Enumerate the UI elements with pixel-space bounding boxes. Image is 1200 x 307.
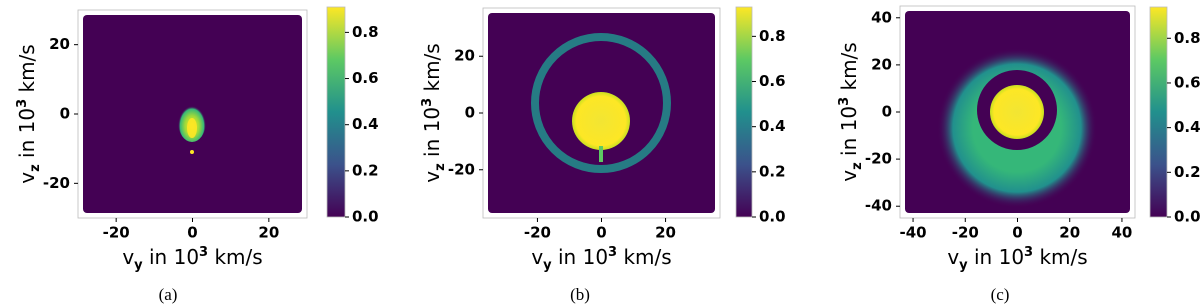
caption: (a) [159, 285, 178, 304]
colorbar-tick-label: 0.0 [352, 208, 379, 226]
colorbar-tick-label: 0.4 [352, 115, 379, 133]
x-tick-label: 20 [1059, 224, 1080, 242]
disk [572, 92, 630, 150]
colorbar-tick-label: 0.2 [1174, 163, 1200, 181]
blob-core [187, 118, 197, 138]
y-tick-label: 0 [882, 103, 892, 121]
label-unit: km/s [1033, 245, 1088, 269]
label-base: v [15, 172, 39, 184]
label-text: in 10 [143, 245, 199, 269]
label-base: v [837, 170, 861, 182]
colorbar-tick-label: 0.8 [759, 27, 786, 45]
label-sup: 3 [837, 97, 852, 106]
colorbar-tick-label: 0.4 [759, 117, 786, 135]
colorbar-tick-label: 0.8 [1174, 29, 1200, 47]
label-unit: km/s [420, 43, 444, 98]
axis-label: vz in 103 km/s [420, 43, 448, 182]
label-sup: 3 [199, 245, 208, 260]
colorbar-tick-label: 0.2 [352, 161, 379, 179]
axis-label: vz in 103 km/s [837, 42, 865, 181]
axis-label: vz in 103 km/s [15, 44, 43, 183]
colorbar-tick-label: 0.4 [1174, 118, 1200, 136]
colorbar [735, 6, 753, 218]
y-tick-label: -20 [865, 150, 892, 168]
label-unit: km/s [837, 42, 861, 97]
colorbar-tick-label: 0.2 [759, 162, 786, 180]
colorbar-tick-label: 0.0 [1174, 208, 1200, 226]
label-base: v [122, 245, 134, 269]
caption: (c) [991, 285, 1010, 304]
y-tick-label: 0 [465, 104, 475, 122]
label-sup: 3 [420, 98, 435, 107]
label-sup: 3 [15, 99, 30, 108]
label-text: in 10 [837, 106, 861, 162]
label-sup: 3 [608, 245, 617, 260]
label-text: in 10 [968, 245, 1024, 269]
x-tick-label: 0 [187, 224, 197, 242]
x-tick-label: -20 [524, 224, 551, 242]
label-unit: km/s [208, 245, 263, 269]
colorbar [1149, 6, 1168, 218]
stem [599, 146, 603, 162]
x-tick-label: 20 [258, 224, 279, 242]
label-text: in 10 [15, 108, 39, 164]
y-tick-label: -40 [865, 197, 892, 215]
label-text: in 10 [552, 245, 608, 269]
label-unit: km/s [617, 245, 672, 269]
x-tick-label: 0 [1012, 224, 1022, 242]
label-sub: z [850, 162, 865, 170]
y-tick-label: 20 [49, 35, 70, 53]
label-sub: y [959, 258, 968, 273]
label-sub: y [134, 258, 143, 273]
label-unit: km/s [15, 44, 39, 99]
disk [990, 85, 1044, 139]
label-base: v [947, 245, 959, 269]
axis-label: vy in 103 km/s [947, 245, 1087, 273]
x-tick-label: -40 [900, 224, 927, 242]
y-tick-label: 0 [60, 105, 70, 123]
colorbar-tick-label: 0.8 [352, 23, 379, 41]
caption: (b) [570, 285, 590, 304]
label-sub: z [433, 163, 448, 171]
colorbar-tick-label: 0.6 [1174, 73, 1200, 91]
label-sub: z [28, 164, 43, 172]
label-sup: 3 [1024, 245, 1033, 260]
y-tick-label: 20 [871, 55, 892, 73]
y-tick-label: -20 [448, 160, 475, 178]
colorbar-tick-label: 0.0 [759, 208, 786, 226]
x-tick-label: -20 [103, 224, 130, 242]
label-sub: y [543, 258, 552, 273]
x-tick-label: -20 [952, 224, 979, 242]
y-tick-label: 40 [871, 8, 892, 26]
colorbar-tick-label: 0.6 [352, 69, 379, 87]
colorbar-tick-label: 0.6 [759, 72, 786, 90]
blob-tip [190, 150, 194, 154]
label-base: v [420, 171, 444, 183]
label-text: in 10 [420, 107, 444, 163]
label-base: v [531, 245, 543, 269]
axis-label: vy in 103 km/s [531, 245, 671, 273]
axis-label: vy in 103 km/s [122, 245, 262, 273]
panel: -40 -20 0 20 40 -40 -20 0 20 40 0.0 0.2 0.4 0.6 0.8 vy … [837, 5, 1200, 304]
y-tick-label: -20 [43, 174, 70, 192]
ring [531, 33, 671, 173]
colorbar [326, 6, 346, 218]
x-tick-label: 40 [1112, 224, 1133, 242]
x-tick-label: 20 [655, 224, 676, 242]
x-tick-label: 0 [596, 224, 606, 242]
y-tick-label: 20 [454, 47, 475, 65]
